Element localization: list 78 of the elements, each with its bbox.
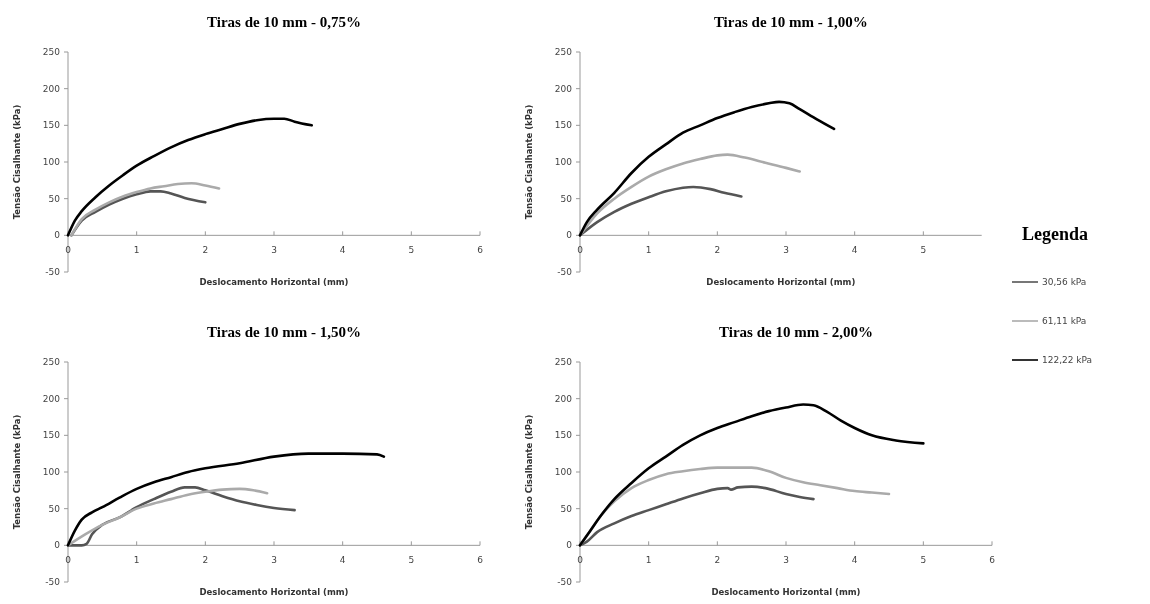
legend-label: 30,56 kPa — [1042, 277, 1087, 288]
chart-title: Tiras de 10 mm - 0,75% — [207, 14, 361, 30]
chart-title: Tiras de 10 mm - 1,00% — [713, 14, 868, 30]
x-tick-label: 3 — [271, 245, 277, 256]
y-tick-label: -50 — [45, 267, 61, 278]
x-tick-label: 2 — [714, 555, 721, 566]
x-tick-label: 4 — [339, 245, 346, 256]
line-series — [66, 452, 386, 547]
x-tick-label: 0 — [65, 245, 72, 256]
y-tick-label: 250 — [42, 47, 61, 58]
x-tick-label: 0 — [577, 555, 584, 566]
x-tick-label: 1 — [133, 245, 140, 256]
x-tick-label: 0 — [577, 245, 584, 256]
y-axis-title: Tensão Cisalhante (kPa) — [524, 104, 534, 220]
chart-title: Tiras de 10 mm - 1,50% — [207, 324, 361, 340]
chart-title: Tiras de 10 mm - 2,00% — [719, 324, 873, 340]
y-tick-label: 150 — [554, 430, 573, 441]
y-tick-label: 250 — [42, 357, 61, 368]
y-axis-title: Tensão Cisalhante (kPa) — [12, 104, 22, 220]
y-tick-label: 200 — [554, 83, 573, 94]
y-tick-label: -50 — [557, 267, 573, 278]
x-axis-title: Deslocamento Horizontal (mm) — [706, 277, 856, 287]
y-tick-label: -50 — [45, 577, 61, 588]
x-tick-label: 5 — [408, 245, 415, 256]
x-tick-label: 4 — [851, 245, 858, 256]
legend-label: 122,22 kPa — [1042, 355, 1093, 366]
x-tick-label: 3 — [783, 555, 789, 566]
y-tick-label: 0 — [566, 540, 573, 551]
x-tick-label: 5 — [920, 245, 927, 256]
x-tick-label: 2 — [714, 245, 721, 256]
line-series — [578, 100, 836, 237]
x-axis-title: Deslocamento Horizontal (mm) — [199, 587, 349, 597]
y-tick-label: 0 — [566, 230, 573, 241]
x-tick-label: 3 — [271, 555, 277, 566]
x-tick-label: 1 — [645, 245, 652, 256]
line-series — [578, 185, 743, 237]
x-tick-label: 2 — [202, 555, 209, 566]
x-tick-label: 0 — [65, 555, 72, 566]
x-tick-label: 4 — [851, 555, 858, 566]
x-axis-title: Deslocamento Horizontal (mm) — [199, 277, 349, 287]
y-axis-title: Tensão Cisalhante (kPa) — [524, 414, 534, 530]
y-tick-label: 150 — [42, 120, 61, 131]
y-tick-label: 50 — [560, 193, 573, 204]
y-tick-label: 100 — [42, 157, 61, 168]
x-tick-label: 5 — [408, 555, 415, 566]
y-tick-label: 150 — [42, 430, 61, 441]
y-axis-title: Tensão Cisalhante (kPa) — [12, 414, 22, 530]
x-tick-label: 6 — [989, 555, 996, 566]
y-tick-label: 50 — [48, 503, 61, 514]
x-tick-label: 6 — [477, 555, 484, 566]
x-tick-label: 5 — [920, 555, 927, 566]
y-tick-label: 200 — [42, 393, 61, 404]
y-tick-label: 50 — [560, 503, 573, 514]
y-tick-label: 100 — [554, 467, 573, 478]
legend-label: 61,11 kPa — [1042, 316, 1087, 327]
y-tick-label: 50 — [48, 193, 61, 204]
y-tick-label: 150 — [554, 120, 573, 131]
line-series — [66, 117, 314, 237]
legend-title: Legenda — [1022, 224, 1089, 244]
y-tick-label: 100 — [554, 157, 573, 168]
x-tick-label: 1 — [645, 555, 652, 566]
y-tick-label: 200 — [554, 393, 573, 404]
x-tick-label: 2 — [202, 245, 209, 256]
y-tick-label: 100 — [42, 467, 61, 478]
line-series — [578, 485, 815, 547]
x-tick-label: 6 — [477, 245, 484, 256]
x-tick-label: 1 — [133, 555, 140, 566]
x-tick-label: 3 — [783, 245, 789, 256]
y-tick-label: 0 — [54, 230, 61, 241]
y-tick-label: 200 — [42, 83, 61, 94]
line-series — [70, 181, 221, 237]
line-series — [578, 403, 925, 547]
x-axis-title: Deslocamento Horizontal (mm) — [711, 587, 861, 597]
y-tick-label: -50 — [557, 577, 573, 588]
y-tick-label: 250 — [554, 47, 573, 58]
y-tick-label: 250 — [554, 357, 573, 368]
y-tick-label: 0 — [54, 540, 61, 551]
x-tick-label: 4 — [339, 555, 346, 566]
